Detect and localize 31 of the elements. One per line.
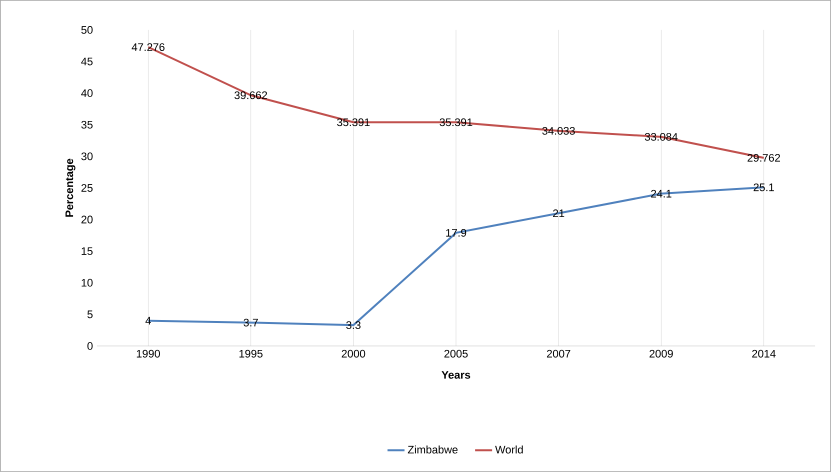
x-tick-label: 2005 bbox=[444, 350, 468, 358]
data-label: 4 bbox=[145, 316, 151, 325]
data-label: 3.7 bbox=[244, 318, 258, 327]
x-tick-label: 2014 bbox=[752, 350, 776, 358]
x-axis-title: Years bbox=[442, 371, 470, 379]
x-tick-label: 2007 bbox=[546, 350, 570, 358]
data-label: 34.033 bbox=[542, 127, 575, 135]
y-tick-label: 15 bbox=[82, 247, 93, 256]
x-tick-label: 2000 bbox=[342, 350, 366, 358]
data-label: 21 bbox=[553, 209, 564, 218]
data-label: 29.762 bbox=[748, 154, 780, 162]
y-tick-label: 40 bbox=[81, 89, 93, 98]
y-tick-label: 10 bbox=[82, 278, 93, 287]
x-tick-label: 2009 bbox=[650, 350, 673, 358]
y-tick-label: 30 bbox=[81, 152, 93, 160]
x-tick-label: 1995 bbox=[239, 350, 263, 358]
y-tick-label: 45 bbox=[81, 58, 93, 66]
data-label: 35.391 bbox=[440, 118, 472, 126]
y-tick-label: 50 bbox=[81, 26, 93, 34]
y-tick-label: 35 bbox=[81, 120, 93, 129]
y-tick-label: 0 bbox=[87, 342, 93, 350]
data-label: 25.1 bbox=[754, 183, 774, 192]
x-tick-label: 1990 bbox=[136, 350, 160, 358]
data-label: 47.276 bbox=[132, 43, 164, 52]
data-label: 24.1 bbox=[651, 190, 672, 198]
legend-label: Zimbabwe bbox=[408, 446, 458, 454]
y-axis-title: Percentage bbox=[66, 158, 76, 217]
y-tick-label: 25 bbox=[81, 184, 93, 192]
y-tick-label: 20 bbox=[81, 216, 93, 224]
y-tick-label: 5 bbox=[87, 310, 93, 318]
legend-label: World bbox=[495, 446, 523, 454]
